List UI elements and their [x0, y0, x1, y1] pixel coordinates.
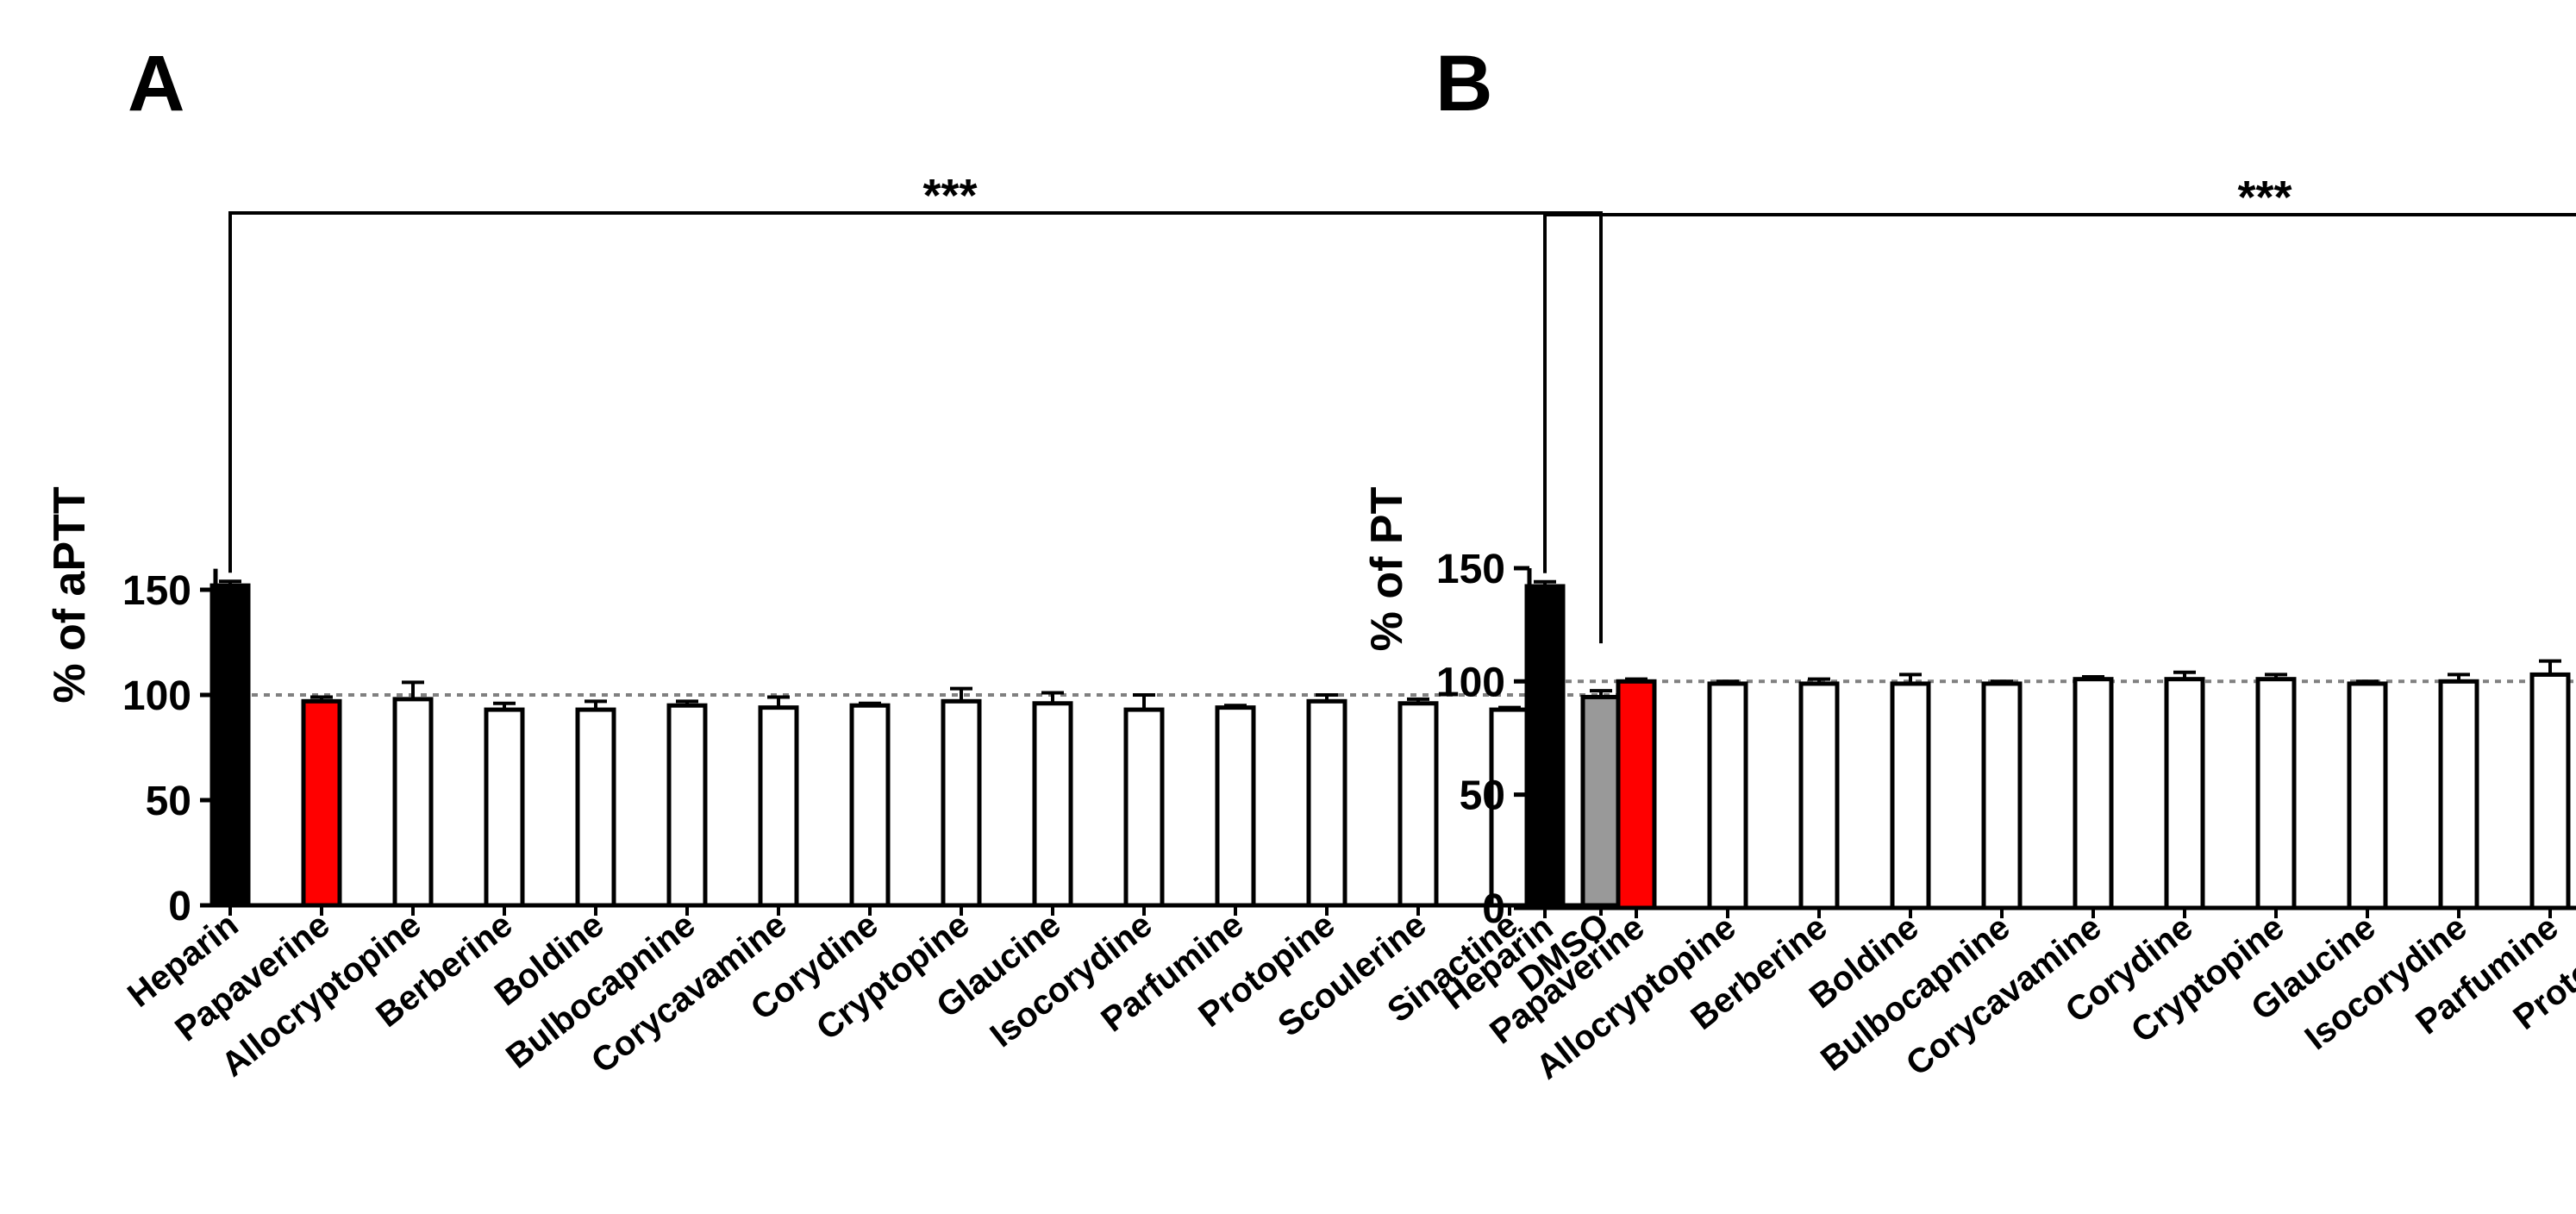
panel-b-bar-corycavamine: [2073, 677, 2114, 910]
panel-a-bar-bulbocapnine: [666, 703, 708, 908]
panel-a-bar-papaverine: [301, 698, 342, 908]
panel-a-bar-isocorydine: [1123, 707, 1165, 908]
panel-b-y-tick-label: 50: [1460, 773, 1505, 819]
panel-a-y-tick-label: 100: [122, 673, 191, 719]
panel-b-bar-cryptopine: [2255, 677, 2297, 910]
panel-a-bar-protopine: [1306, 698, 1347, 908]
panel-a-bar-cryptopine: [941, 698, 982, 908]
panel-a-y-tick-label: 0: [168, 884, 191, 929]
panel-a-bar-dmso: [1580, 694, 1622, 908]
panel-b-y-tick-label: 0: [1482, 886, 1505, 932]
panel-a-bar-boldine: [575, 707, 616, 908]
panel-a-bar-glaucine: [1032, 701, 1073, 908]
panel-a-bar-corycavamine: [758, 705, 799, 908]
panel-b-bar-boldine: [1890, 681, 1931, 910]
panel-b-significance-label: ***: [2237, 172, 2292, 223]
panel-b-label: B: [1435, 40, 1492, 128]
panel-b-bar-glaucine: [2347, 681, 2388, 910]
panel-b-bar-berberine: [1798, 681, 1840, 910]
panel-b-bar-isocorydine: [2438, 679, 2479, 910]
panel-a-significance-bracket: [228, 211, 1603, 644]
panel-a-y-axis-title: % of aPTT: [45, 486, 95, 704]
panel-b-bar-heparin: [1524, 584, 1566, 910]
panel-b-bar-bulbocapnine: [1981, 681, 2023, 910]
panel-b-y-tick-label: 100: [1436, 660, 1505, 705]
panel-a-bar-corydine: [849, 703, 891, 908]
panel-a-significance-label: ***: [922, 170, 977, 222]
panel-a-y-tick-label: 150: [122, 568, 191, 614]
panel-b-bar-allocryptopine: [1707, 681, 1748, 910]
panel-a-y-tick-label: 50: [146, 779, 191, 824]
panel-a-bar-berberine: [484, 707, 525, 908]
panel-b-significance-bracket: [1543, 213, 2576, 573]
panel-b-chart: B % of PT HeparinPapaverineAllocryptopin…: [1362, 40, 2576, 1086]
panel-b-y-axis-title: % of PT: [1362, 486, 1412, 651]
panel-a-label: A: [128, 40, 184, 128]
panel-a-bar-scoulerine: [1397, 701, 1439, 908]
panel-b-y-tick-label: 150: [1436, 547, 1505, 592]
panel-b-bar-corydine: [2164, 677, 2205, 910]
panel-b-bar-papaverine: [1616, 679, 1657, 910]
panel-b-bar-parfumine: [2529, 672, 2571, 910]
panel-a-bar-heparin: [209, 583, 251, 908]
panel-a-bar-parfumine: [1215, 705, 1256, 908]
panel-a-bar-allocryptopine: [392, 697, 434, 908]
